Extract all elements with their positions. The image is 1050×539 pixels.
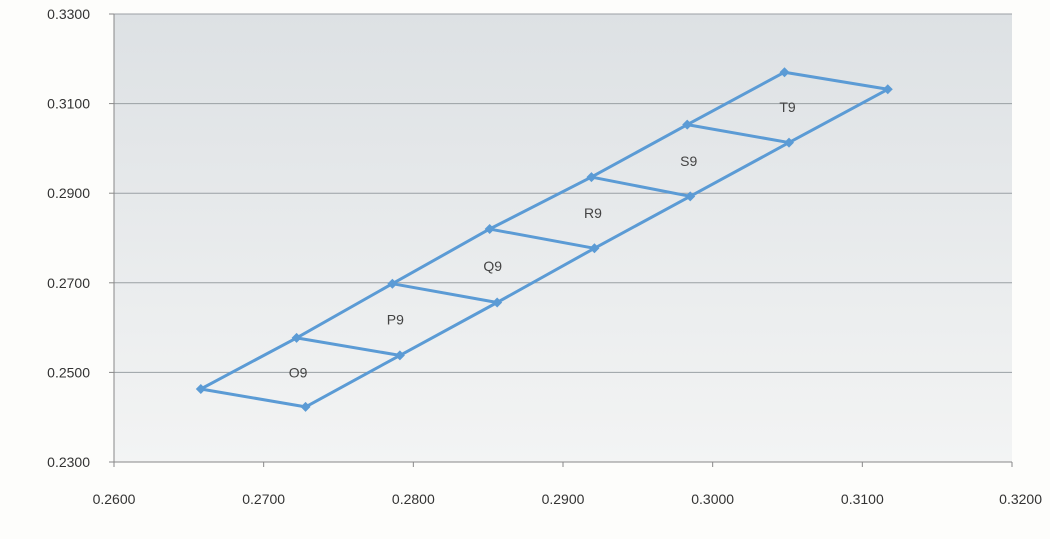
y-tick-label: 0.2900: [47, 185, 90, 201]
x-tick-label: 0.2900: [542, 491, 585, 507]
bin-label: S9: [680, 153, 697, 169]
bin-label: P9: [387, 312, 404, 328]
y-tick-labels: 0.2300 0.2500 0.2700 0.2900 0.3100 0.3300: [47, 6, 90, 470]
bin-divider-line: [686, 123, 790, 145]
plot-area: [114, 14, 1012, 462]
bin-divider-line: [784, 70, 889, 91]
diamond-marker: [779, 67, 790, 78]
diamond-marker: [394, 350, 405, 361]
x-tick-label: 0.3000: [691, 491, 734, 507]
x-tick-label: 0.3200: [999, 491, 1042, 507]
diamond-marker: [195, 383, 206, 394]
diamond-marker: [589, 243, 600, 254]
x-tick-labels: 0.2600 0.2700 0.2800 0.2900 0.3000 0.3100 0.32…: [93, 462, 1042, 507]
diamond-marker: [685, 191, 696, 202]
x-tick-label: 0.3100: [841, 491, 884, 507]
x-tick-label: 0.2800: [392, 491, 435, 507]
bin-divider-line: [200, 387, 306, 409]
diamond-marker: [586, 172, 597, 183]
data-markers: [195, 67, 893, 412]
y-tick-label: 0.2300: [47, 454, 90, 470]
bin-divider-line: [489, 227, 595, 250]
x-tick-label: 0.2700: [242, 491, 285, 507]
bin-label: Q9: [483, 258, 502, 274]
diamond-marker: [492, 297, 503, 308]
bin-labels: O9 P9 Q9 R9 S9 T9: [289, 99, 796, 380]
y-tick-label: 0.3300: [47, 6, 90, 22]
diamond-marker: [882, 84, 893, 95]
bin-divider-line: [591, 175, 691, 198]
bin-divider-line: [392, 282, 498, 304]
diamond-marker: [387, 278, 398, 289]
diamond-marker: [291, 332, 302, 343]
bin-label: O9: [289, 364, 308, 380]
diamond-marker: [682, 119, 693, 130]
y-tick-label: 0.3100: [47, 96, 90, 112]
diamond-marker: [783, 137, 794, 148]
bin-label: T9: [779, 99, 796, 115]
y-tick-label: 0.2500: [47, 364, 90, 380]
x-tick-label: 0.2600: [93, 491, 136, 507]
y-tick-label: 0.2700: [47, 275, 90, 291]
bin-divider-line: [296, 336, 401, 357]
diamond-marker: [484, 224, 495, 235]
bin-label: R9: [584, 205, 602, 221]
diamond-marker: [300, 401, 311, 412]
